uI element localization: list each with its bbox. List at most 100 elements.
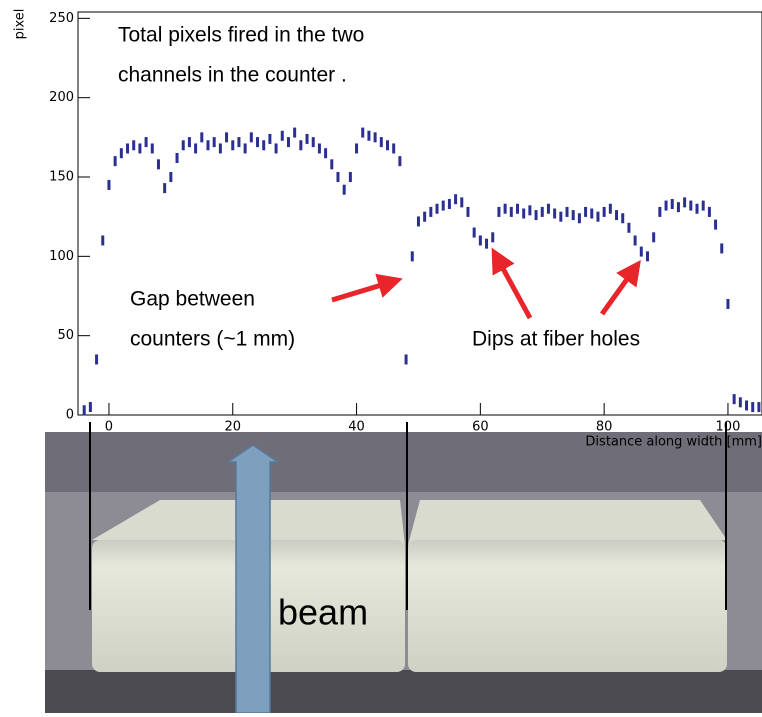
data-point bbox=[410, 251, 414, 262]
data-point bbox=[732, 394, 736, 405]
data-point bbox=[423, 211, 427, 222]
data-point bbox=[274, 143, 278, 154]
data-point bbox=[237, 137, 241, 148]
data-point bbox=[262, 140, 266, 151]
data-point bbox=[231, 140, 235, 151]
data-point bbox=[565, 206, 569, 217]
data-point bbox=[553, 208, 557, 219]
y-tick-label: 50 bbox=[57, 328, 74, 343]
beam-arrow bbox=[225, 444, 281, 714]
data-point bbox=[615, 210, 619, 221]
beam-label: beam bbox=[278, 592, 368, 633]
annotation: counters (~1 mm) bbox=[130, 328, 295, 351]
data-point bbox=[286, 137, 290, 148]
data-point bbox=[577, 213, 581, 224]
data-point bbox=[156, 159, 160, 170]
data-point bbox=[305, 133, 309, 144]
data-point bbox=[132, 140, 136, 151]
data-point bbox=[602, 206, 606, 217]
data-point bbox=[361, 127, 365, 138]
data-point bbox=[546, 203, 550, 214]
data-point bbox=[645, 251, 649, 262]
data-point bbox=[540, 206, 544, 217]
data-point bbox=[689, 200, 693, 211]
data-point bbox=[317, 143, 321, 154]
data-point bbox=[126, 143, 130, 154]
data-point bbox=[720, 243, 724, 254]
data-point bbox=[82, 405, 86, 416]
data-point bbox=[256, 137, 260, 148]
x-tick-label: 100 bbox=[716, 420, 741, 435]
data-point bbox=[707, 206, 711, 217]
data-point bbox=[268, 133, 272, 144]
data-point bbox=[404, 354, 408, 365]
data-point bbox=[515, 203, 519, 214]
annotation-arrows bbox=[331, 247, 641, 320]
data-point bbox=[95, 354, 99, 365]
data-point bbox=[311, 137, 315, 148]
data-point bbox=[454, 194, 458, 205]
data-point bbox=[639, 246, 643, 257]
data-point bbox=[627, 222, 631, 233]
y-tick-label: 200 bbox=[49, 90, 74, 105]
data-point bbox=[280, 130, 284, 141]
data-point bbox=[522, 208, 526, 219]
data-point bbox=[757, 402, 761, 413]
data-point bbox=[212, 137, 216, 148]
data-point bbox=[342, 184, 346, 195]
data-point bbox=[460, 197, 464, 208]
data-point bbox=[243, 143, 247, 154]
x-tick-label: 60 bbox=[472, 420, 489, 435]
data-point bbox=[194, 143, 198, 154]
data-point bbox=[590, 208, 594, 219]
data-point bbox=[119, 148, 123, 159]
data-point bbox=[355, 143, 359, 154]
data-point bbox=[559, 211, 563, 222]
data-point bbox=[491, 232, 495, 243]
plot-frame bbox=[77, 11, 762, 416]
data-point bbox=[676, 202, 680, 213]
data-point bbox=[745, 400, 749, 411]
data-point bbox=[144, 137, 148, 148]
data-point bbox=[107, 179, 111, 190]
data-point bbox=[88, 402, 92, 413]
data-point bbox=[386, 140, 390, 151]
x-tick-label: 40 bbox=[348, 420, 365, 435]
data-point bbox=[373, 132, 377, 143]
data-point bbox=[528, 205, 532, 216]
data-point bbox=[429, 206, 433, 217]
x-tick-label: 0 bbox=[105, 420, 113, 435]
annotation: Dips at fiber holes bbox=[472, 328, 640, 351]
data-point bbox=[101, 235, 105, 246]
y-tick-label: 0 bbox=[66, 408, 74, 423]
data-point bbox=[664, 200, 668, 211]
data-point bbox=[584, 206, 588, 217]
data-point bbox=[416, 216, 420, 227]
data-point bbox=[658, 206, 662, 217]
data-point bbox=[534, 210, 538, 221]
data-point bbox=[138, 143, 142, 154]
data-point bbox=[367, 130, 371, 141]
photo: beam bbox=[45, 422, 762, 714]
data-point bbox=[150, 143, 154, 154]
data-point bbox=[472, 227, 476, 238]
y-tick-label: 250 bbox=[49, 11, 74, 26]
data-point bbox=[435, 203, 439, 214]
data-point bbox=[398, 156, 402, 167]
data-point bbox=[670, 198, 674, 209]
data-point bbox=[509, 206, 513, 217]
x-tick-label: 20 bbox=[224, 420, 241, 435]
data-point bbox=[175, 152, 179, 163]
data-point bbox=[336, 172, 340, 183]
data-point bbox=[695, 203, 699, 214]
data-point bbox=[249, 132, 253, 143]
data-point bbox=[379, 137, 383, 148]
data-point bbox=[652, 232, 656, 243]
data-point bbox=[478, 235, 482, 246]
y-tick-label: 150 bbox=[49, 170, 74, 185]
data-point bbox=[113, 156, 117, 167]
data-point bbox=[324, 148, 328, 159]
data-point bbox=[701, 200, 705, 211]
data-point bbox=[348, 172, 352, 183]
